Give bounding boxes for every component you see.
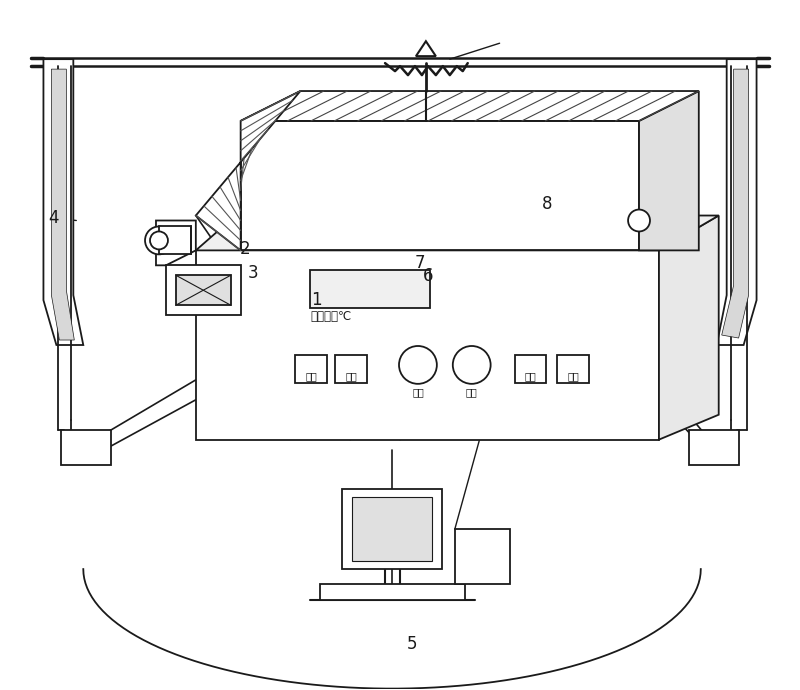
Bar [335,355,367,383]
Text: 调速: 调速 [466,387,478,397]
Text: 3: 3 [247,264,258,282]
Text: 搅拌: 搅拌 [525,371,536,381]
Text: 5: 5 [406,635,418,653]
Bar [320,584,465,600]
Polygon shape [196,250,659,440]
Bar [342,489,442,569]
Polygon shape [51,69,74,340]
Bar [352,497,432,561]
Polygon shape [722,69,749,338]
Bar [454,529,510,584]
Bar [295,355,327,383]
Polygon shape [156,221,196,266]
Polygon shape [43,59,83,345]
Ellipse shape [145,226,173,255]
Bar [558,355,590,383]
Text: 1: 1 [311,291,322,309]
Bar [62,430,111,464]
Polygon shape [176,275,230,305]
Text: 温度显示℃: 温度显示℃ [310,310,352,323]
Text: 8: 8 [542,195,553,213]
Text: 2: 2 [239,240,250,258]
Polygon shape [416,41,436,56]
Polygon shape [639,91,698,250]
Bar [310,270,430,308]
Ellipse shape [453,346,490,384]
Text: 设定: 设定 [306,371,318,381]
Polygon shape [159,226,191,255]
Polygon shape [241,91,698,121]
Polygon shape [196,215,718,250]
Text: 4: 4 [48,209,58,227]
Polygon shape [241,121,639,250]
Text: 6: 6 [422,267,433,285]
Bar [514,355,546,383]
Text: 电源: 电源 [567,371,579,381]
Polygon shape [166,266,241,315]
Bar [689,430,738,464]
Ellipse shape [628,210,650,231]
Text: 7: 7 [414,253,425,272]
Text: 调温: 调温 [412,387,424,397]
Ellipse shape [399,346,437,384]
Ellipse shape [150,231,168,249]
Polygon shape [717,59,757,345]
Polygon shape [659,215,718,440]
Text: 测量: 测量 [346,371,357,381]
Polygon shape [196,91,301,250]
